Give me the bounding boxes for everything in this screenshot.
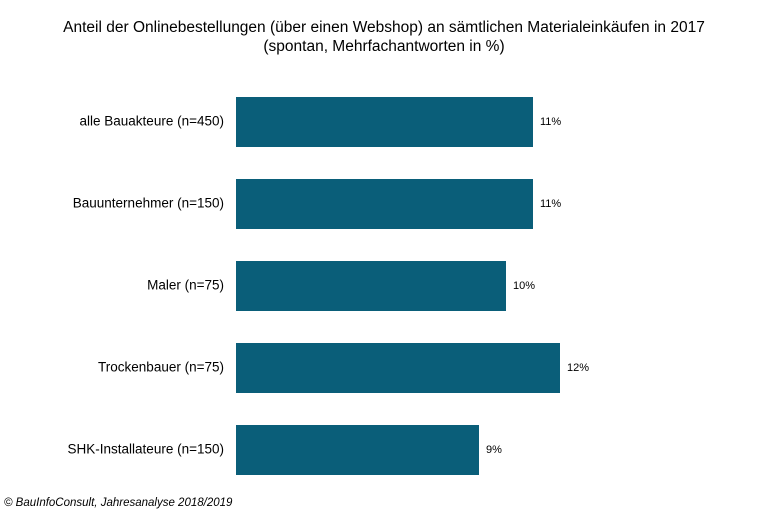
- category-label: SHK-Installateure (n=150): [68, 442, 224, 457]
- source-footer: © BauInfoConsult, Jahresanalyse 2018/201…: [4, 497, 233, 509]
- chart-title-block: Anteil der Onlinebestellungen (über eine…: [0, 18, 768, 56]
- value-label: 12%: [567, 362, 589, 374]
- bar: [236, 97, 533, 147]
- bar: [236, 343, 560, 393]
- chart-title: Anteil der Onlinebestellungen (über eine…: [63, 19, 705, 36]
- bar: [236, 261, 506, 311]
- category-label: alle Bauakteure (n=450): [80, 114, 224, 129]
- bar: [236, 425, 479, 475]
- bar: [236, 179, 533, 229]
- category-label: Trockenbauer (n=75): [98, 360, 224, 375]
- chart-subtitle: (spontan, Mehrfachantworten in %): [263, 38, 505, 55]
- category-label: Bauunternehmer (n=150): [73, 196, 224, 211]
- value-label: 10%: [513, 280, 535, 292]
- value-label: 9%: [486, 444, 502, 456]
- category-label: Maler (n=75): [147, 278, 224, 293]
- value-label: 11%: [540, 116, 561, 128]
- value-label: 11%: [540, 198, 561, 210]
